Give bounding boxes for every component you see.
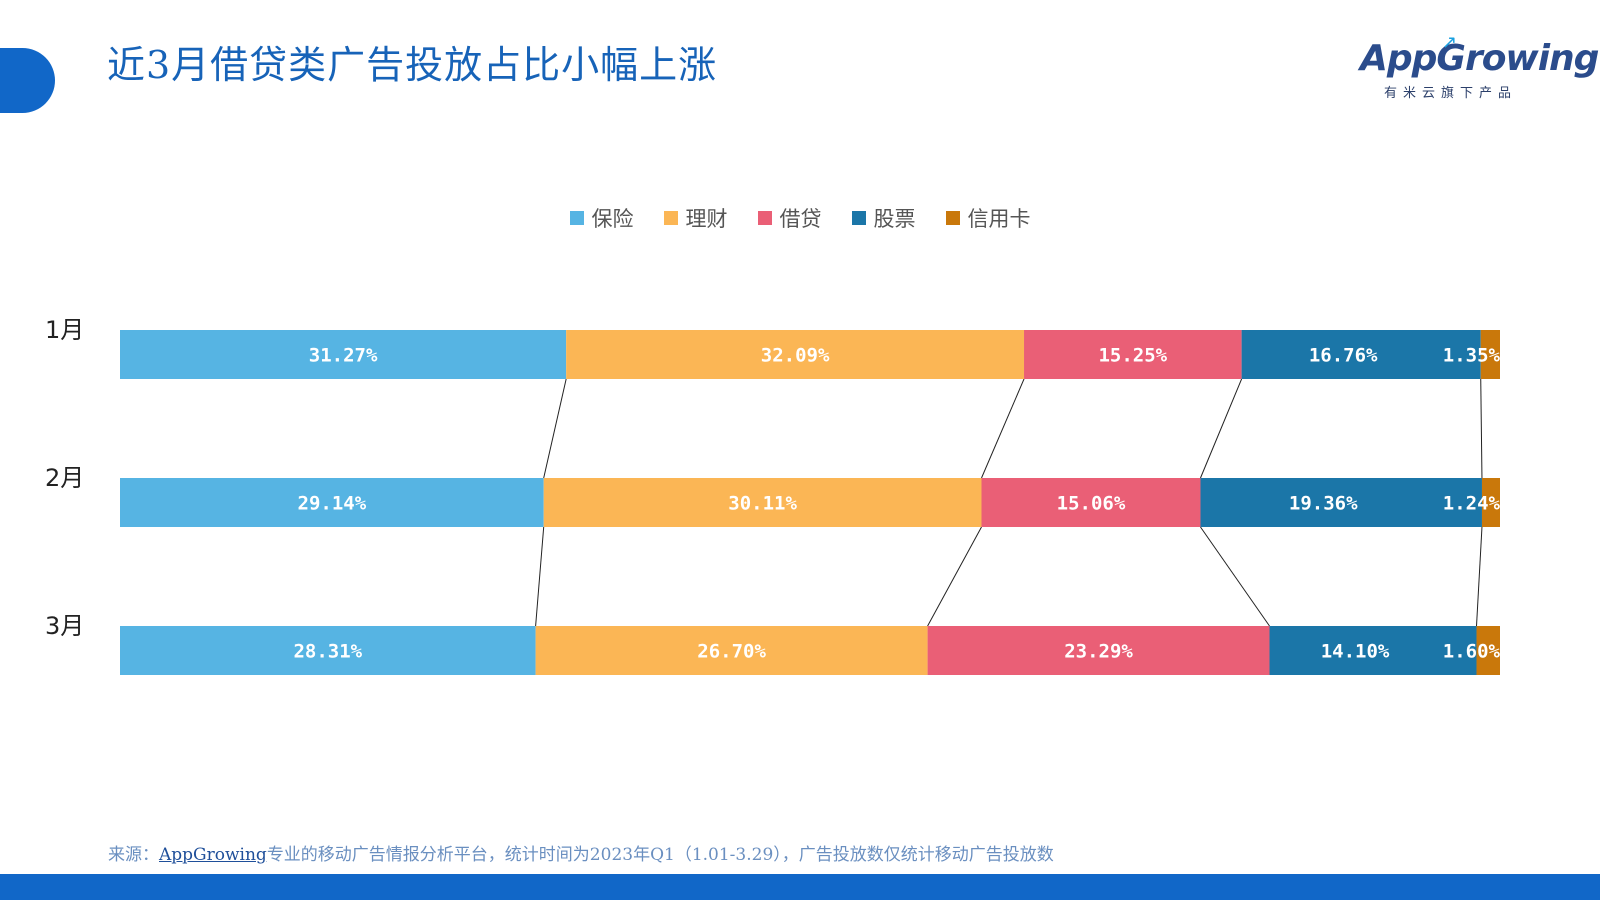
data-label: 15.06%: [1057, 493, 1126, 515]
bar-segment: [1481, 478, 1500, 527]
legend-item: 理财: [663, 203, 728, 233]
bottom-band: [0, 874, 1600, 900]
series-line: [1200, 378, 1243, 479]
logo-subtitle: 有米云旗下产品: [1384, 86, 1518, 101]
data-label: 26.70%: [697, 641, 766, 663]
series-line: [535, 526, 545, 627]
data-label: 19.36%: [1289, 493, 1358, 515]
data-label: 1.35%: [1443, 345, 1501, 367]
series-line: [1200, 526, 1270, 627]
data-label: 28.31%: [293, 641, 362, 663]
category-label: 1月: [45, 316, 84, 344]
legend-item: 信用卡: [945, 203, 1031, 233]
bar-segment: [1200, 478, 1482, 527]
page-title: 近3月借贷类广告投放占比小幅上涨: [107, 43, 718, 87]
data-label: 14.10%: [1321, 641, 1390, 663]
legend-item: 保险: [569, 203, 634, 233]
series-line: [543, 378, 567, 479]
legend-swatch: [945, 211, 960, 225]
bar-segment: [535, 626, 928, 675]
legend-label: 理财: [685, 207, 728, 231]
data-label: 32.09%: [761, 345, 830, 367]
bar-segment: [120, 330, 567, 379]
data-label: 1.60%: [1443, 641, 1501, 663]
series-line: [981, 378, 1025, 479]
bar-segment: [120, 626, 536, 675]
data-label: 23.29%: [1064, 641, 1133, 663]
data-label: 30.11%: [728, 493, 797, 515]
series-line: [927, 526, 982, 627]
bar-segment: [543, 478, 982, 527]
data-label: 15.25%: [1098, 345, 1167, 367]
bar-segment: [1269, 626, 1477, 675]
data-label: 1.24%: [1443, 493, 1501, 515]
bar-segment: [1241, 330, 1481, 379]
series-line: [1480, 378, 1483, 479]
source-note: 来源：AppGrowing专业的移动广告情报分析平台，统计时间为2023年Q1（…: [108, 840, 1054, 865]
legend-label: 股票: [873, 207, 916, 231]
source-prefix: 来源：: [108, 845, 159, 865]
bar-segment: [566, 330, 1025, 379]
chart-legend: 保险 理财 借贷 股票 信用卡: [0, 203, 1600, 233]
source-link[interactable]: AppGrowing: [159, 845, 267, 865]
legend-item: 借贷: [757, 203, 822, 233]
logo-arrow-icon: ↗: [1442, 32, 1458, 53]
bar-segment: [927, 626, 1270, 675]
legend-swatch: [851, 211, 866, 225]
legend-swatch: [757, 211, 772, 225]
legend-swatch: [663, 211, 678, 225]
legend-label: 保险: [591, 207, 634, 231]
bar-segment: [981, 478, 1201, 527]
legend-swatch: [569, 211, 584, 225]
data-label: 31.27%: [309, 345, 378, 367]
legend-label: 信用卡: [967, 207, 1031, 231]
bar-segment: [1480, 330, 1500, 379]
bar-segment: [120, 478, 544, 527]
series-line: [1476, 526, 1483, 627]
source-text: 专业的移动广告情报分析平台，统计时间为2023年Q1（1.01-3.29），广告…: [266, 845, 1054, 865]
category-label: 3月: [45, 612, 84, 640]
corner-accent-tab: [0, 48, 55, 113]
data-label: 16.76%: [1309, 345, 1378, 367]
legend-item: 股票: [851, 203, 916, 233]
bar-segment: [1024, 330, 1242, 379]
bar-segment: [1476, 626, 1500, 675]
legend-label: 借贷: [779, 207, 822, 231]
data-label: 29.14%: [298, 493, 367, 515]
category-label: 2月: [45, 464, 84, 492]
